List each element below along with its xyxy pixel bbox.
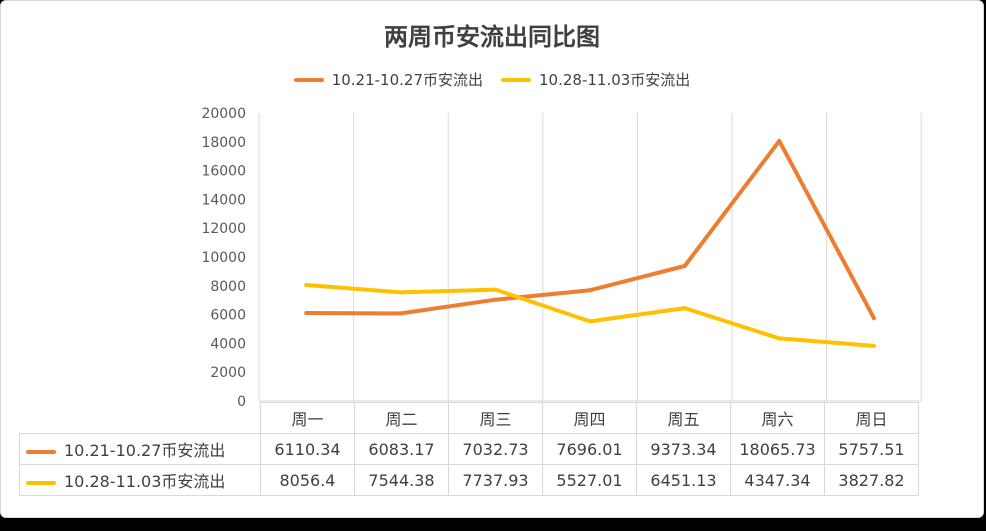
data-cell: 9373.34	[636, 433, 731, 465]
data-cell: 18065.73	[730, 433, 825, 465]
legend-swatch-series-1	[293, 77, 324, 82]
data-point	[777, 336, 782, 341]
row-label-series-1: 10.21-10.27币安流出	[64, 441, 226, 460]
data-cell: 8056.4	[260, 464, 355, 496]
data-cell: 6083.17	[354, 433, 449, 465]
data-point	[398, 290, 403, 295]
y-tick-label: 0	[237, 394, 246, 410]
y-tick-label: 4000	[210, 336, 246, 352]
data-point	[493, 287, 498, 292]
data-cell: 6451.13	[636, 464, 731, 496]
category-label: 周四	[542, 402, 637, 434]
data-cell: 4347.34	[730, 464, 825, 496]
data-point	[304, 311, 309, 316]
data-table-row-series-1: 10.21-10.27币安流出 6110.34 6083.17 7032.73 …	[19, 433, 919, 465]
legend-item-series-1: 10.21-10.27币安流出	[293, 69, 483, 90]
data-table-header-row: 周一 周二 周三 周四 周五 周六 周日	[19, 402, 919, 434]
category-label: 周六	[730, 402, 825, 434]
legend-swatch-series-2	[501, 77, 531, 82]
row-swatch-series-1	[26, 449, 56, 454]
category-label: 周五	[636, 402, 731, 434]
chart-container: 两周币安流出同比图 10.21-10.27币安流出 10.28-11.03币安流…	[0, 0, 984, 518]
data-point	[588, 319, 593, 324]
data-cell: 7544.38	[354, 464, 449, 496]
legend-label-series-2: 10.28-11.03币安流出	[539, 71, 691, 89]
data-cell: 7032.73	[448, 433, 543, 465]
data-cell: 6110.34	[260, 433, 355, 465]
category-label: 周二	[354, 402, 449, 434]
data-point	[588, 288, 593, 293]
data-point	[304, 282, 309, 287]
data-point	[493, 297, 498, 302]
data-cell: 5527.01	[542, 464, 637, 496]
y-tick-label: 18000	[201, 135, 246, 151]
category-label: 周三	[448, 402, 543, 434]
row-label-series-2: 10.28-11.03币安流出	[64, 472, 226, 491]
data-point	[871, 343, 876, 348]
category-label: 周一	[260, 402, 355, 434]
series-line-2	[304, 283, 876, 348]
legend: 10.21-10.27币安流出 10.28-11.03币安流出	[1, 69, 983, 90]
y-tick-label: 8000	[210, 279, 246, 295]
legend-item-series-2: 10.28-11.03币安流出	[501, 69, 690, 90]
category-label: 周日	[824, 402, 919, 434]
data-table-corner	[19, 402, 261, 434]
data-table-series-label: 10.21-10.27币安流出	[19, 433, 261, 465]
y-tick-label: 6000	[210, 308, 246, 324]
row-swatch-series-2	[26, 480, 56, 485]
y-tick-label: 12000	[201, 221, 246, 237]
y-tick-label: 14000	[201, 192, 246, 208]
data-point	[398, 311, 403, 316]
y-tick-label: 20000	[201, 106, 246, 122]
data-cell: 3827.82	[824, 464, 919, 496]
data-table-row-series-2: 10.28-11.03币安流出 8056.4 7544.38 7737.93 5…	[19, 464, 919, 496]
data-point	[871, 316, 876, 321]
y-tick-label: 2000	[210, 365, 246, 381]
plot-area: 2000018000160001400012000100008000600040…	[201, 106, 922, 410]
chart-title: 两周币安流出同比图	[384, 23, 600, 51]
data-cell: 5757.51	[824, 433, 919, 465]
data-table: 周一 周二 周三 周四 周五 周六 周日 10.21-10.27币安流出 611…	[19, 402, 919, 496]
legend-label-series-1: 10.21-10.27币安流出	[331, 71, 483, 89]
data-cell: 7737.93	[448, 464, 543, 496]
data-point	[777, 138, 782, 143]
data-cell: 7696.01	[542, 433, 637, 465]
y-tick-label: 10000	[201, 250, 246, 266]
data-table-series-label: 10.28-11.03币安流出	[19, 464, 261, 496]
data-point	[682, 264, 687, 269]
y-tick-label: 16000	[201, 164, 246, 180]
data-point	[682, 306, 687, 311]
